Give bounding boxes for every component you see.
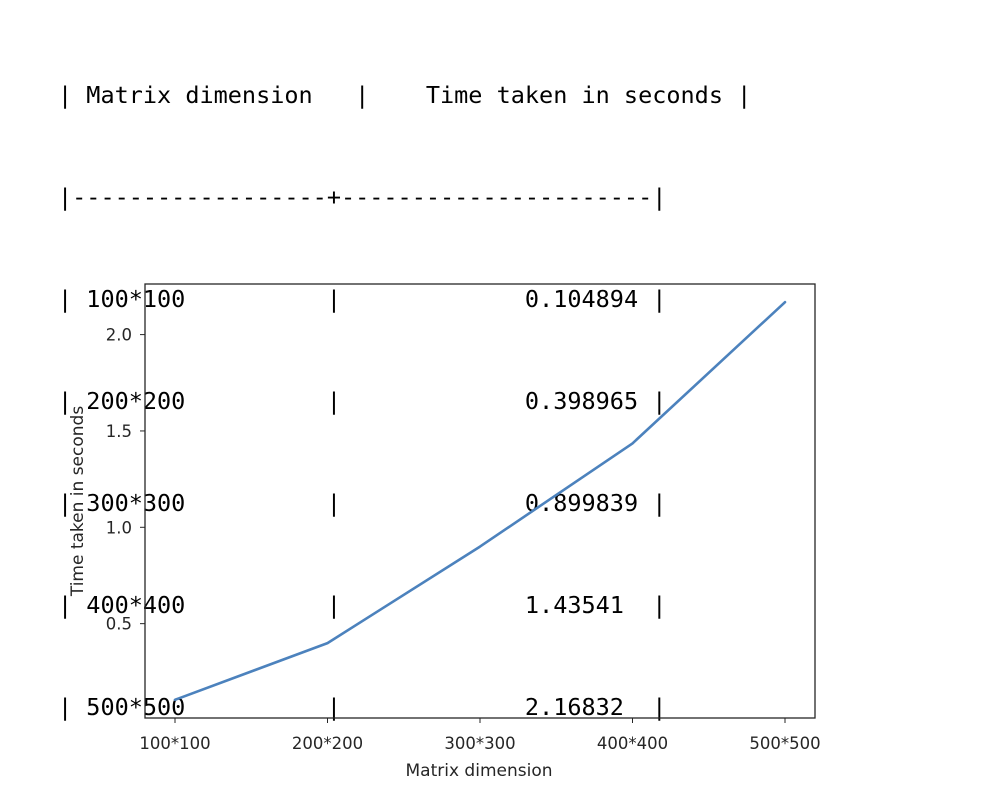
table-header-time: Time taken in seconds — [425, 81, 723, 109]
series-line — [173, 300, 787, 702]
x-tick-label: 300*300 — [444, 734, 515, 753]
table-cell-dimension: 300*300 — [86, 489, 186, 517]
x-tick-label: 400*400 — [597, 734, 668, 753]
table-cell-dimension: 500*500 — [86, 693, 186, 721]
y-tick-label: 1.5 — [106, 422, 132, 441]
y-axis-label: Time taken in seconds — [68, 406, 88, 597]
table-cell-dimension: 400*400 — [86, 591, 186, 619]
table-row: | 300*300 | 0.899839 | — [58, 489, 667, 517]
results-table: | Matrix dimension | Time taken in secon… — [58, 10, 751, 758]
table-cell-dimension: 100*100 — [86, 285, 186, 313]
y-tick-label: 1.0 — [106, 518, 132, 537]
x-tick-label: 500*500 — [749, 734, 820, 753]
plot-frame — [144, 283, 816, 719]
table-cell-time: 2.16832 — [524, 693, 624, 721]
table-cell-dimension: 200*200 — [86, 387, 186, 415]
table-row: | 200*200 | 0.398965 | — [58, 387, 667, 415]
table-row: | 500*500 | 2.16832 | — [58, 693, 667, 721]
x-axis-label: Matrix dimension — [406, 761, 553, 781]
table-cell-time: 0.398965 — [524, 387, 639, 415]
y-tick-label: 2.0 — [106, 326, 132, 345]
x-tick-label: 200*200 — [292, 734, 363, 753]
table-header-dimension: Matrix dimension — [86, 81, 313, 109]
table-row: | 100*100 | 0.104894 | — [58, 285, 667, 313]
x-tick-label: 100*100 — [139, 734, 210, 753]
table-cell-time: 0.104894 — [524, 285, 639, 313]
table-cell-time: 1.43541 — [524, 591, 624, 619]
table-row: | 400*400 | 1.43541 | — [58, 591, 667, 619]
table-header-row: | Matrix dimension | Time taken in secon… — [58, 81, 752, 109]
table-separator: |------------------+--------------------… — [58, 183, 667, 211]
y-tick-label: 0.5 — [106, 615, 132, 634]
